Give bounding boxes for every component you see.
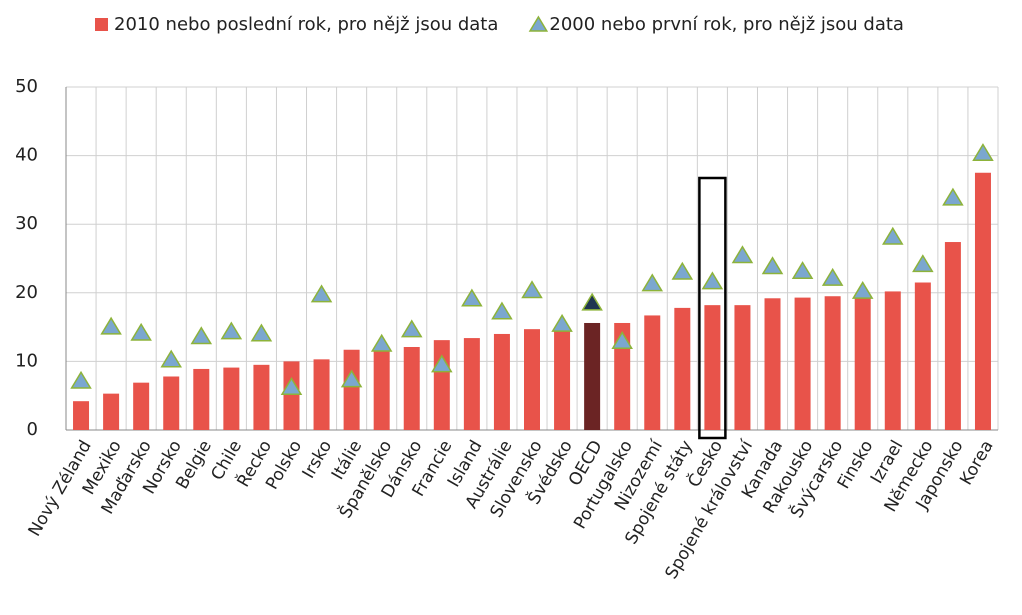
marker — [581, 292, 603, 311]
bar — [764, 298, 781, 430]
marker — [821, 267, 844, 286]
bar — [103, 393, 120, 430]
bar — [884, 291, 901, 430]
bar — [614, 322, 631, 430]
marker — [671, 261, 694, 280]
legend-label: 2010 nebo poslední rok, pro nějž jsou da… — [114, 14, 498, 35]
bar — [944, 242, 961, 430]
legend-swatch — [528, 15, 549, 32]
marker — [250, 323, 273, 342]
bar — [644, 315, 661, 430]
bar — [163, 376, 180, 430]
bar — [433, 340, 450, 430]
marker — [731, 245, 754, 264]
bar — [734, 305, 751, 430]
marker — [791, 261, 814, 280]
bar — [824, 296, 841, 430]
marker — [881, 226, 904, 245]
bar — [584, 322, 601, 430]
marker — [431, 354, 453, 373]
y-tick-label: 50 — [15, 76, 38, 97]
bar — [343, 349, 360, 430]
bar — [524, 329, 540, 430]
marker — [641, 273, 664, 292]
bar — [704, 305, 721, 430]
bar — [193, 368, 210, 430]
marker — [761, 256, 784, 275]
bar — [223, 367, 240, 430]
bar — [854, 295, 871, 430]
bar — [313, 359, 330, 430]
marker — [521, 280, 543, 299]
bar — [463, 338, 480, 430]
marker — [190, 326, 213, 345]
marker — [851, 280, 874, 299]
legend-swatch — [95, 18, 108, 31]
bar — [674, 307, 691, 430]
y-tick-label: 10 — [15, 350, 38, 371]
marker — [701, 271, 724, 290]
y-tick-label: 0 — [27, 419, 38, 440]
marker — [912, 254, 934, 273]
bar — [373, 347, 390, 430]
marker — [461, 288, 483, 307]
marker — [400, 319, 423, 338]
marker — [942, 187, 964, 206]
highlight-box — [698, 176, 727, 440]
marker — [130, 322, 152, 341]
marker — [220, 321, 243, 340]
bar — [133, 382, 150, 430]
marker — [611, 331, 633, 350]
bar — [253, 364, 270, 430]
marker — [280, 377, 303, 395]
bar — [493, 333, 510, 430]
bar — [283, 361, 300, 430]
marker — [70, 370, 92, 389]
marker — [370, 333, 393, 352]
marker — [340, 369, 363, 388]
y-tick-label: 20 — [15, 282, 38, 303]
bar — [403, 346, 420, 430]
marker — [310, 284, 333, 303]
y-tick-label: 30 — [15, 213, 38, 234]
marker — [551, 313, 573, 332]
bar — [914, 282, 931, 430]
bar — [73, 401, 90, 430]
y-tick-label: 40 — [15, 145, 38, 166]
bar — [554, 327, 571, 430]
bar — [794, 297, 811, 430]
legend-label: 2000 nebo první rok, pro nějž jsou data — [549, 14, 904, 35]
marker — [491, 301, 513, 320]
marker — [160, 349, 183, 368]
bar — [974, 172, 991, 430]
marker — [972, 143, 994, 162]
marker — [100, 316, 122, 335]
